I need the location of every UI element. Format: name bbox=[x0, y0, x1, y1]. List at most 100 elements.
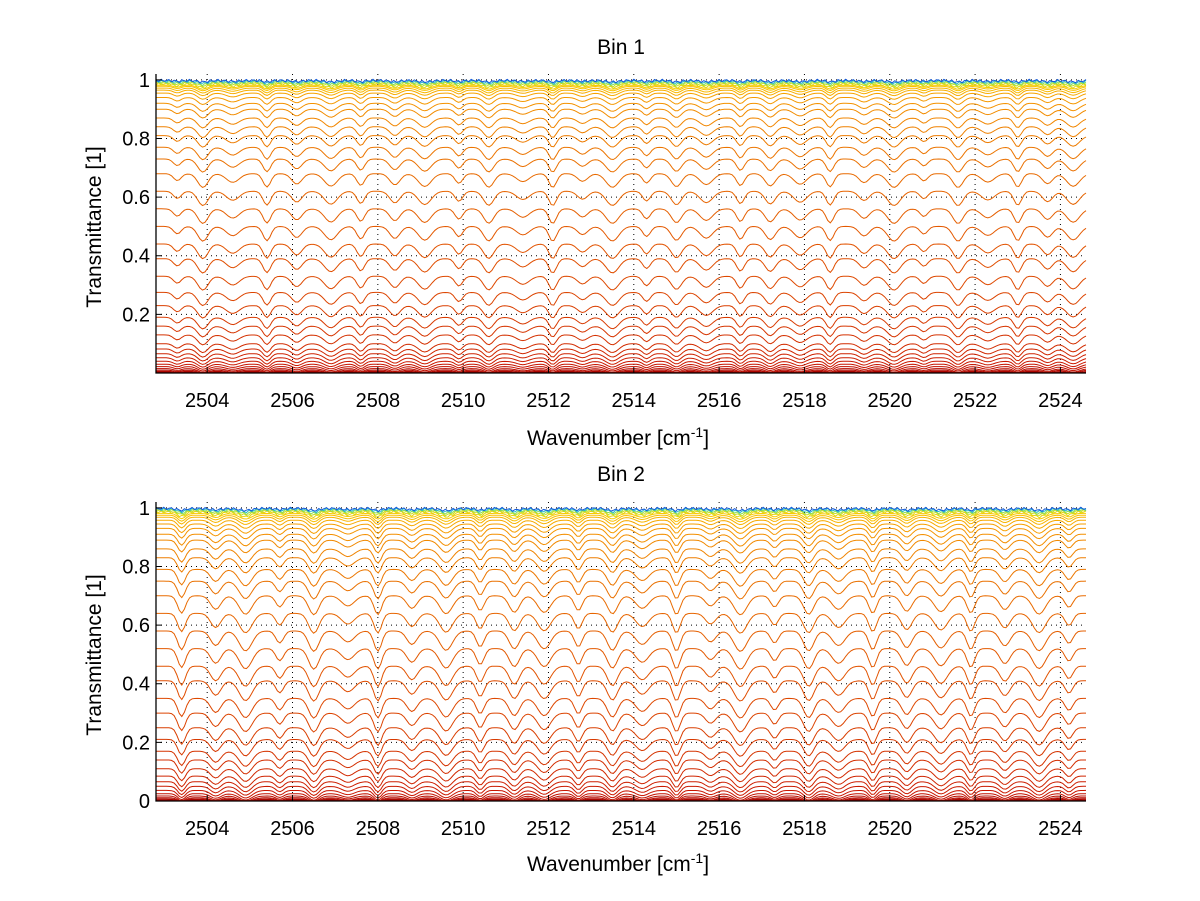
series-line bbox=[156, 738, 1086, 757]
axis-frame bbox=[155, 502, 1086, 802]
series-line bbox=[156, 548, 1086, 564]
series-line bbox=[156, 648, 1086, 670]
x-tick-label: 2514 bbox=[612, 390, 657, 412]
series-line bbox=[156, 89, 1087, 97]
series-line bbox=[156, 781, 1086, 793]
series-line bbox=[156, 697, 1086, 719]
series-line bbox=[156, 92, 1087, 100]
series-line bbox=[156, 146, 1087, 161]
series-line bbox=[156, 117, 1087, 129]
panel-bin-1: Bin 1 2504 2506 2508 2510 2512 2514 2516 2518 25… bbox=[83, 36, 1087, 450]
series-line bbox=[155, 80, 1087, 88]
y-axis-label: Transmittance [1] bbox=[83, 574, 106, 735]
x-tick-label: 2510 bbox=[441, 390, 486, 412]
panel-bin-2: Bin 2 2504 2506 2508 2510 2512 2514 2516 2518 25… bbox=[83, 463, 1087, 876]
x-tick-label: 2512 bbox=[526, 390, 571, 412]
x-tick-label: 2524 bbox=[1038, 390, 1083, 412]
series-line bbox=[156, 612, 1086, 634]
series-line bbox=[156, 108, 1087, 119]
series-line bbox=[156, 533, 1087, 547]
x-tick-label: 2504 bbox=[185, 390, 230, 412]
y-tick-label: 0.6 bbox=[122, 187, 150, 209]
x-axis-label: Wavenumber [cm-1] bbox=[527, 850, 709, 876]
panel-title: Bin 2 bbox=[597, 463, 645, 486]
series-line bbox=[156, 369, 1087, 374]
axis-frame bbox=[155, 74, 1086, 374]
x-tick-label: 2508 bbox=[356, 818, 401, 840]
y-tick-label: 1 bbox=[139, 70, 150, 92]
x-axis-label: Wavenumber [cm-1] bbox=[527, 424, 709, 450]
series-line bbox=[156, 580, 1087, 600]
series-line bbox=[156, 87, 1087, 94]
x-tick-label: 2522 bbox=[953, 818, 998, 840]
series-line bbox=[156, 334, 1087, 346]
series-line bbox=[156, 775, 1086, 789]
x-tick-label: 2506 bbox=[270, 390, 315, 412]
series-line bbox=[156, 102, 1087, 112]
series-line bbox=[156, 793, 1086, 801]
series-line bbox=[156, 789, 1087, 799]
series-line bbox=[156, 785, 1086, 796]
series-line bbox=[156, 325, 1087, 338]
x-tick-label: 2516 bbox=[697, 818, 742, 840]
tick-labels: 2504 2506 2508 2510 2512 2514 2516 2518 2520 2522… bbox=[122, 498, 1082, 840]
y-tick-label: 0.6 bbox=[122, 615, 150, 637]
grid bbox=[156, 502, 1086, 802]
series-line bbox=[156, 85, 1087, 92]
x-tick-label: 2508 bbox=[356, 390, 401, 412]
series-line bbox=[156, 348, 1087, 358]
series-line bbox=[156, 366, 1087, 372]
series-line bbox=[156, 712, 1086, 733]
y-tick-label: 0 bbox=[139, 791, 150, 813]
series-line bbox=[156, 208, 1087, 224]
x-tick-label: 2518 bbox=[782, 818, 827, 840]
series-line bbox=[156, 368, 1087, 373]
series-line bbox=[156, 750, 1086, 768]
x-tick-label: 2518 bbox=[782, 390, 827, 412]
series-group bbox=[155, 78, 1087, 374]
series-line bbox=[156, 96, 1087, 106]
series-line bbox=[156, 557, 1086, 574]
series-line bbox=[156, 343, 1087, 354]
series-line bbox=[156, 527, 1086, 540]
y-tick-label: 0.8 bbox=[122, 556, 150, 578]
series-line bbox=[156, 630, 1086, 652]
series-line bbox=[156, 173, 1087, 188]
series-line bbox=[156, 360, 1087, 368]
panel-title: Bin 1 bbox=[597, 36, 645, 59]
x-tick-label: 2524 bbox=[1038, 818, 1083, 840]
series-group bbox=[155, 506, 1087, 802]
y-tick-label: 0.2 bbox=[122, 304, 150, 326]
series-line bbox=[156, 568, 1086, 587]
series-line bbox=[155, 506, 1087, 513]
y-tick-label: 1 bbox=[139, 498, 150, 520]
series-line bbox=[156, 370, 1087, 374]
series-line bbox=[156, 595, 1086, 616]
series-line bbox=[156, 135, 1087, 148]
series-line bbox=[156, 768, 1086, 783]
series-line bbox=[156, 680, 1086, 702]
series-line bbox=[156, 514, 1086, 523]
x-tick-label: 2520 bbox=[868, 390, 913, 412]
series-line bbox=[156, 243, 1087, 260]
series-line bbox=[156, 190, 1087, 207]
series-line bbox=[155, 508, 1087, 516]
x-tick-label: 2512 bbox=[526, 818, 571, 840]
x-tick-label: 2522 bbox=[953, 390, 998, 412]
tick-labels: 2504 2506 2508 2510 2512 2514 2516 2518 2520 2522… bbox=[122, 70, 1082, 412]
series-line bbox=[156, 759, 1086, 775]
y-tick-label: 0.2 bbox=[122, 732, 150, 754]
series-line bbox=[156, 158, 1087, 173]
series-line bbox=[156, 353, 1087, 362]
axes bbox=[155, 74, 1086, 374]
series-line bbox=[156, 291, 1087, 307]
y-tick-label: 0.4 bbox=[122, 246, 150, 268]
series-line bbox=[156, 363, 1087, 370]
x-tick-label: 2504 bbox=[185, 818, 230, 840]
y-tick-label: 0.8 bbox=[122, 128, 150, 150]
series-line bbox=[156, 258, 1087, 274]
x-tick-label: 2514 bbox=[612, 818, 657, 840]
y-axis-label: Transmittance [1] bbox=[83, 146, 106, 307]
series-line bbox=[155, 507, 1087, 514]
series-line bbox=[156, 357, 1087, 365]
